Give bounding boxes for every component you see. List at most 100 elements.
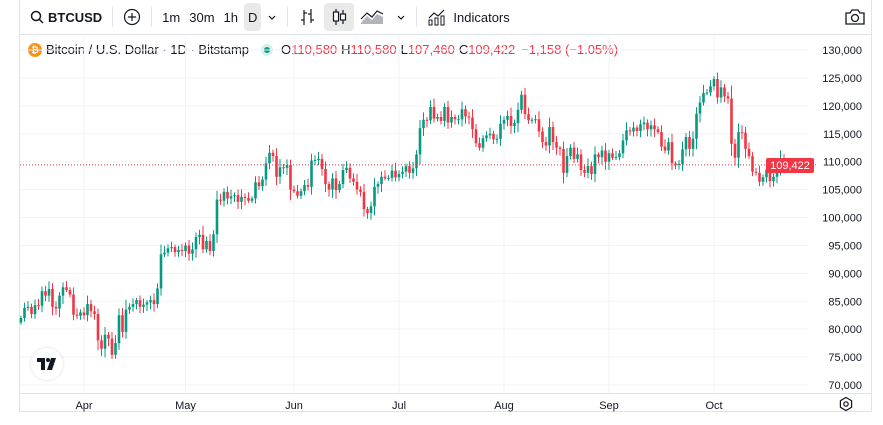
- candle-up: [569, 147, 572, 157]
- candle-up: [702, 92, 705, 103]
- candle-down: [236, 195, 240, 202]
- y-tick-label: 95,000: [828, 240, 862, 252]
- candle-up: [222, 191, 226, 201]
- candle-up: [586, 166, 590, 173]
- candle-up: [40, 291, 44, 306]
- candle-up: [607, 153, 611, 162]
- candle-down: [425, 119, 429, 121]
- candle-up: [737, 132, 740, 158]
- candle-down: [590, 166, 593, 174]
- candle-down: [152, 300, 156, 305]
- candle-up: [341, 170, 345, 184]
- candle-up: [516, 109, 520, 124]
- candle-up: [618, 153, 621, 158]
- candle-up: [194, 237, 198, 250]
- candle-up: [338, 184, 341, 191]
- candle-down: [670, 142, 674, 164]
- candle-down: [740, 132, 744, 134]
- candle-down: [68, 290, 72, 295]
- candle-up: [593, 154, 597, 174]
- candle-down: [180, 249, 184, 251]
- candle-up: [170, 247, 173, 249]
- candle-up: [709, 86, 712, 93]
- candle-up: [761, 177, 765, 182]
- candle-up: [411, 168, 415, 173]
- interval-dropdown[interactable]: [261, 3, 283, 31]
- area-chart-type-button[interactable]: [354, 3, 390, 31]
- candle-down: [646, 122, 649, 130]
- tradingview-logo[interactable]: [31, 348, 63, 380]
- bars-icon: [301, 9, 315, 25]
- candle-up: [215, 199, 219, 235]
- candle-down: [611, 153, 614, 158]
- candle-up: [317, 158, 320, 160]
- candle-up: [387, 177, 390, 179]
- candle-down: [663, 146, 667, 151]
- candle-up: [632, 127, 635, 132]
- candle-up: [149, 300, 152, 303]
- compare-symbol-button[interactable]: [117, 3, 147, 31]
- indicators-button[interactable]: Indicators: [421, 3, 515, 31]
- y-tick-label: 85,000: [828, 296, 862, 308]
- candle-down: [219, 199, 222, 201]
- candle-up: [681, 149, 684, 164]
- candle-down: [660, 132, 663, 147]
- candle-up: [285, 165, 289, 168]
- candle-down: [467, 116, 471, 118]
- candle-down: [471, 117, 474, 130]
- interval-30m[interactable]: 30m: [189, 9, 215, 25]
- candle-up: [369, 206, 373, 214]
- candle-up: [576, 154, 579, 159]
- y-tick-label: 70,000: [828, 380, 862, 392]
- candle-up: [229, 196, 233, 199]
- candle-up: [698, 102, 702, 114]
- candle-down: [544, 142, 548, 146]
- candle-up: [373, 186, 376, 207]
- candle-down: [348, 167, 352, 179]
- candle-up: [331, 178, 334, 190]
- candle-up: [499, 123, 502, 139]
- candle-up: [513, 123, 516, 126]
- chart-settings-button[interactable]: [838, 396, 854, 417]
- candle-down: [82, 312, 86, 316]
- candle-down: [44, 291, 47, 296]
- interval-1d[interactable]: D: [244, 3, 262, 31]
- candle-down: [394, 170, 397, 178]
- candle-up: [142, 304, 145, 307]
- candle-up: [313, 159, 317, 161]
- candle-down: [408, 166, 411, 173]
- bar-chart-type-button[interactable]: [292, 3, 322, 31]
- candle-up: [310, 160, 313, 187]
- candle-up: [166, 248, 170, 253]
- y-tick-label: 120,000: [822, 101, 862, 113]
- tradingview-logo-icon: [37, 358, 56, 370]
- candle-down: [320, 158, 324, 169]
- candle-up: [520, 94, 523, 110]
- chart-type-dropdown[interactable]: [390, 3, 412, 31]
- candle-down: [656, 129, 660, 133]
- symbol-search-button[interactable]: BTCUSD: [24, 3, 108, 31]
- candle-down: [327, 184, 331, 190]
- x-tick-label: May: [175, 400, 196, 412]
- candle-up: [765, 169, 768, 178]
- candle-down: [478, 143, 481, 148]
- interval-1h[interactable]: 1h: [223, 9, 238, 25]
- candle-up: [128, 306, 131, 310]
- y-tick-label: 130,000: [822, 45, 862, 57]
- candle-up: [429, 106, 432, 121]
- candle-down: [723, 87, 726, 97]
- interval-1m[interactable]: 1m: [162, 9, 181, 25]
- candle-up: [450, 117, 453, 123]
- candles-chart-type-button[interactable]: [324, 3, 355, 31]
- candle-down: [30, 306, 33, 315]
- candle-up: [268, 152, 271, 164]
- candle-down: [257, 182, 261, 187]
- screenshot-button[interactable]: [844, 8, 866, 31]
- candle-up: [481, 138, 485, 148]
- candle-up: [625, 130, 628, 141]
- candle-down: [334, 178, 338, 191]
- candle-down: [537, 119, 541, 132]
- candle-up: [345, 167, 348, 171]
- candle-down: [173, 247, 177, 253]
